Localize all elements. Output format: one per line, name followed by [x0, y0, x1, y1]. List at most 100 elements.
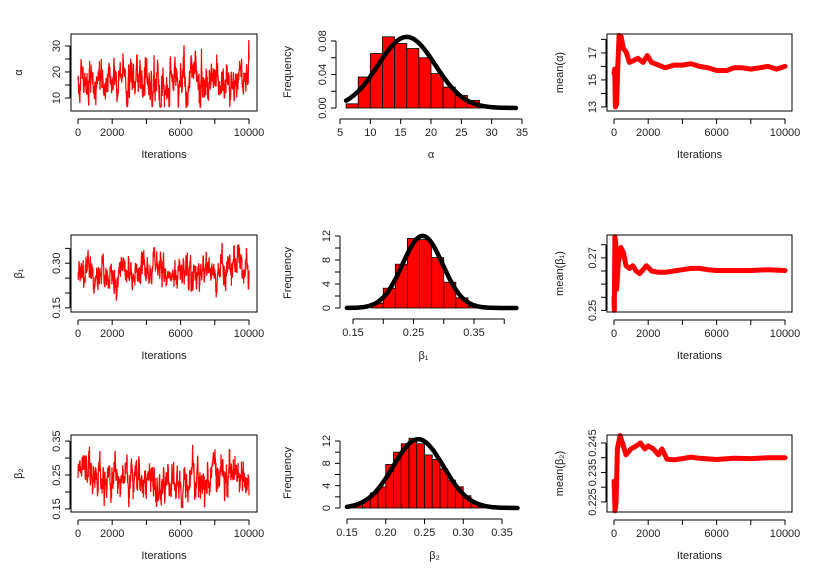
- x-axis-label: β₂: [429, 550, 440, 562]
- y-tick-label: 0.30: [51, 253, 63, 274]
- y-tick-label: 12: [321, 435, 333, 447]
- x-tick-label: 10000: [234, 528, 265, 540]
- x-tick-label: 0.15: [336, 527, 357, 539]
- histogram-bar: [419, 239, 433, 309]
- panel-histogram-1: 5 10 15 20 25 30 35 0.00 0.04 0.08 α Frequency: [282, 30, 528, 161]
- x-tick-label: 2000: [100, 528, 124, 540]
- histogram-bar: [408, 437, 418, 509]
- x-tick-label: 35: [516, 127, 528, 139]
- x-tick-label: 0.30: [453, 527, 474, 539]
- panel-trace-2: 0 2000 6000 10000 0.15 0.30 Iterations β₁: [13, 234, 265, 362]
- y-tick-label: 0.225: [587, 488, 599, 516]
- x-axis-label: α: [428, 149, 435, 161]
- x-tick-label: 0.35: [491, 527, 512, 539]
- y-tick-label: 12: [321, 230, 333, 242]
- histogram-bar: [424, 454, 433, 509]
- y-axis-label: mean(α): [554, 52, 566, 93]
- y-axis-label: Frequency: [282, 46, 294, 98]
- x-tick-label: 0: [611, 127, 617, 139]
- x-axis-label: Iterations: [141, 149, 187, 161]
- panel-histogram-3: 0.15 0.20 0.25 0.30 0.35 0 4 8 12 β₂ Frequency: [282, 435, 520, 562]
- x-tick-label: 0: [611, 328, 617, 340]
- histogram-bar: [394, 43, 408, 109]
- plot-frame: [606, 234, 793, 313]
- x-axis-label: Iterations: [141, 550, 187, 562]
- x-tick-label: 2000: [636, 127, 660, 139]
- x-tick-label: 0.35: [463, 327, 484, 339]
- y-axis-label: Frequency: [282, 447, 294, 499]
- x-tick-label: 6000: [704, 328, 728, 340]
- y-tick-label: 0.35: [51, 430, 63, 451]
- y-tick-label: 4: [321, 483, 333, 489]
- panel-running_mean-2: 0 2000 6000 10000 0.25 0.27 Iterations mean(β₁): [554, 234, 801, 362]
- x-tick-label: 10000: [770, 127, 801, 139]
- x-tick-label: 6000: [704, 528, 728, 540]
- y-axis-label: β₁: [13, 268, 25, 278]
- plot-frame: [70, 33, 258, 112]
- x-tick-label: 10000: [234, 328, 265, 340]
- plot-frame: [70, 234, 258, 313]
- y-tick-label: 0.27: [587, 247, 599, 268]
- y-tick-label: 0.15: [51, 498, 63, 519]
- x-tick-label: 10000: [770, 528, 801, 540]
- y-tick-label: 0.00: [317, 97, 329, 118]
- x-tick-label: 30: [486, 127, 498, 139]
- x-tick-label: 0: [75, 127, 81, 139]
- x-tick-label: 2000: [636, 328, 660, 340]
- x-tick-label: 10: [364, 127, 376, 139]
- y-axis-label: β₂: [13, 468, 25, 479]
- y-tick-label: 13: [587, 101, 599, 113]
- x-tick-label: 10000: [234, 127, 265, 139]
- y-axis-label: α: [13, 69, 25, 76]
- running-mean-line: [611, 234, 788, 313]
- x-tick-label: 0: [611, 528, 617, 540]
- y-tick-label: 0: [321, 305, 333, 311]
- y-tick-label: 8: [321, 460, 333, 466]
- x-tick-label: 10000: [770, 328, 801, 340]
- running-mean-line: [611, 433, 788, 514]
- y-tick-label: 30: [51, 40, 63, 52]
- running-mean-line: [611, 32, 788, 110]
- histogram-bar: [418, 57, 432, 109]
- y-tick-label: 0.15: [51, 297, 63, 318]
- y-tick-label: 15: [587, 74, 599, 86]
- x-axis-label: Iterations: [677, 149, 723, 161]
- x-axis-label: β₁: [418, 350, 428, 362]
- x-axis-label: Iterations: [677, 350, 723, 362]
- normal-density-curve: [344, 437, 520, 511]
- y-tick-label: 0.235: [587, 459, 599, 487]
- y-tick-label: 0.04: [317, 64, 329, 85]
- plot-frame: [606, 33, 793, 112]
- y-tick-label: 10: [51, 92, 63, 104]
- x-tick-label: 2000: [100, 127, 124, 139]
- trace-line: [77, 242, 250, 301]
- x-tick-label: 6000: [168, 328, 192, 340]
- y-tick-label: 0.25: [587, 300, 599, 321]
- panel-running_mean-1: 0 2000 6000 10000 13 15 17 Iterations mean(α): [554, 32, 801, 161]
- y-tick-label: 0.08: [317, 30, 329, 51]
- y-tick-label: 0.25: [51, 464, 63, 485]
- y-tick-label: 20: [51, 66, 63, 78]
- x-tick-label: 5: [337, 127, 343, 139]
- x-tick-label: 0.20: [375, 527, 396, 539]
- y-axis-label: mean(β₂): [554, 451, 566, 496]
- x-tick-label: 2000: [636, 528, 660, 540]
- y-tick-label: 17: [587, 47, 599, 59]
- normal-density-curve: [343, 34, 519, 111]
- x-tick-label: 0.15: [342, 327, 363, 339]
- histogram-bar: [431, 459, 441, 509]
- y-tick-label: 4: [321, 281, 333, 287]
- y-axis-label: Frequency: [282, 247, 294, 299]
- x-tick-label: 0: [75, 328, 81, 340]
- normal-density-curve: [344, 233, 519, 311]
- plot-frame: [70, 434, 258, 513]
- histogram-bar: [345, 103, 359, 109]
- trace-line: [77, 444, 250, 510]
- x-tick-label: 6000: [704, 127, 728, 139]
- x-axis-label: Iterations: [677, 550, 723, 562]
- panel-histogram-2: 0.15 0.25 0.35 0 4 8 12 β₁ Frequency: [282, 230, 519, 362]
- x-tick-label: 25: [455, 127, 467, 139]
- x-axis-label: Iterations: [141, 350, 187, 362]
